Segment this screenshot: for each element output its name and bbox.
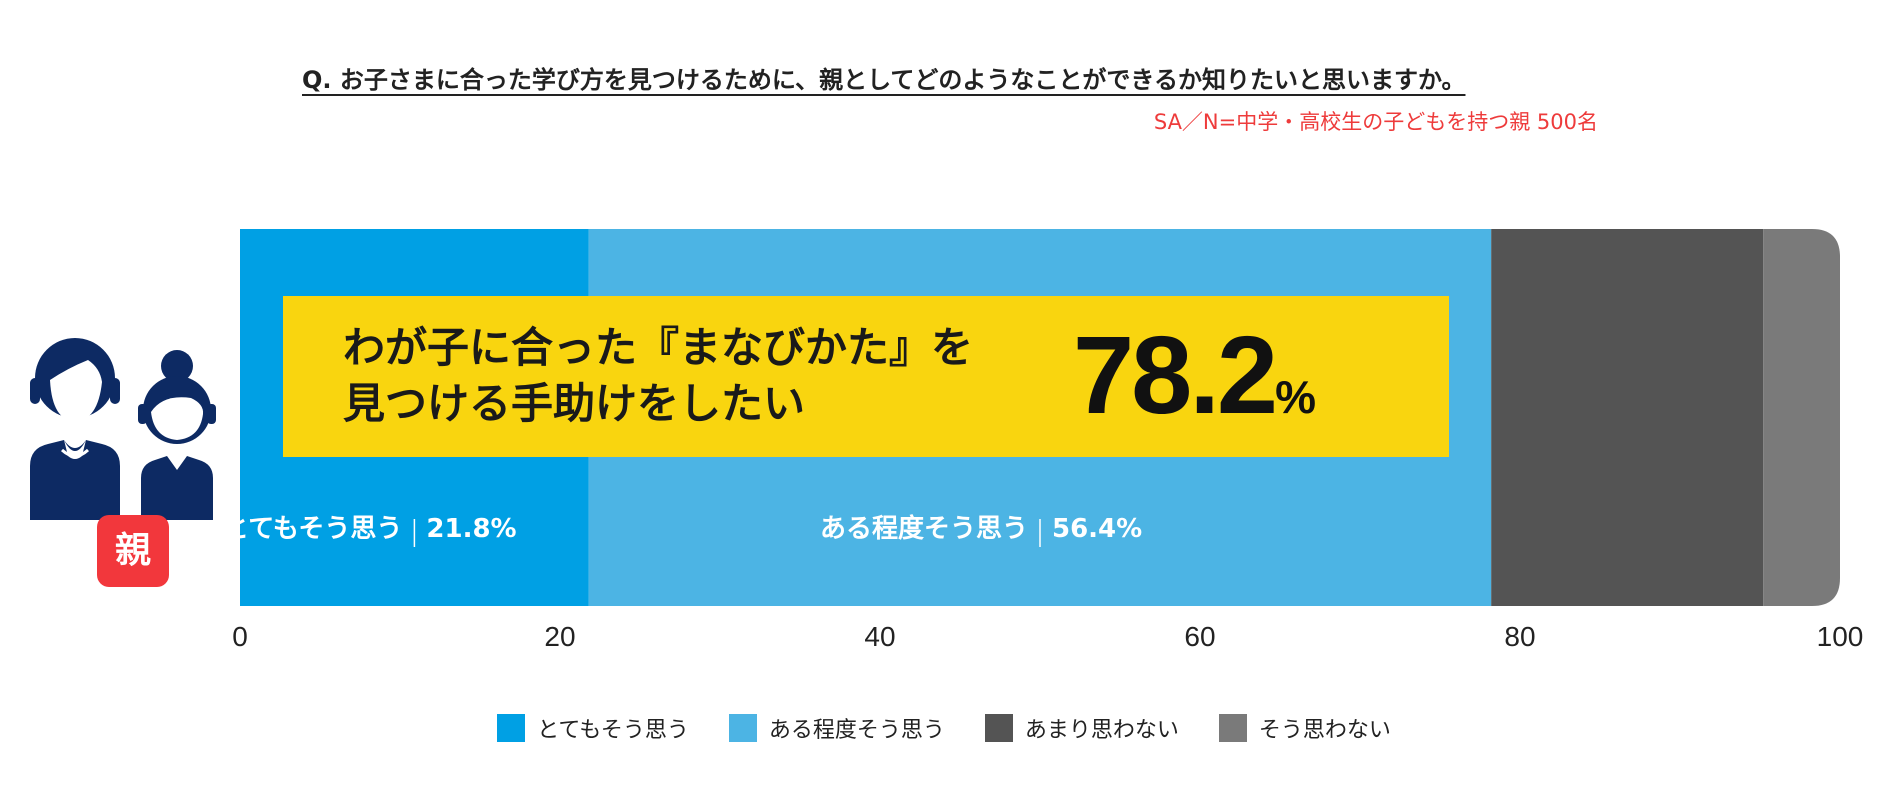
- segment-value-2: 56.4%: [1052, 514, 1142, 544]
- parents-icon: [30, 338, 216, 520]
- respondent-badge: 親: [97, 515, 169, 587]
- x-tick-label-40: 40: [864, 621, 895, 652]
- legend-item-4: そう思わない: [1218, 712, 1391, 744]
- segment-label-1: とてもそう思う: [223, 514, 402, 544]
- callout-unit: %: [1275, 371, 1316, 423]
- bar-segment-4: [1763, 229, 1840, 606]
- bar-segment-3: [1491, 229, 1764, 606]
- legend-label-1: とてもそう思う: [537, 718, 689, 743]
- legend-swatch-1: [497, 714, 526, 742]
- legend-label-2: ある程度そう思う: [768, 718, 945, 743]
- segment-label-2: ある程度そう思う: [820, 513, 1028, 544]
- legend-item-3: あまり思わない: [984, 712, 1179, 744]
- callout-text: わが子に合った『まなびかた』を 見つける手助けをしたい: [343, 320, 1063, 432]
- question-title: Q. お子さまに合った学び方を見つけるために、親としてどのようなことができるか知…: [302, 66, 1466, 94]
- callout-line-1: わが子に合った『まなびかた』を: [343, 323, 974, 372]
- legend-label-3: あまり思わない: [1024, 718, 1179, 743]
- legend-label-4: そう思わない: [1258, 718, 1391, 743]
- callout-line-2: 見つける手助けをしたい: [343, 379, 806, 428]
- highlight-callout: わが子に合った『まなびかた』を 見つける手助けをしたい 78.2%: [283, 296, 1449, 457]
- chart-legend: とてもそう思う ある程度そう思う あまり思わない そう思わない: [0, 712, 1888, 744]
- x-tick-label-20: 20: [544, 621, 575, 652]
- legend-swatch-2: [728, 714, 757, 742]
- callout-number: 78.2: [1073, 314, 1278, 437]
- legend-swatch-4: [1218, 714, 1247, 742]
- x-tick-label-60: 60: [1184, 621, 1215, 652]
- legend-swatch-3: [984, 714, 1013, 742]
- callout-value: 78.2%: [1073, 316, 1316, 457]
- legend-item-2: ある程度そう思う: [728, 712, 945, 744]
- x-tick-label-80: 80: [1504, 621, 1535, 652]
- segment-value-1: 21.8%: [426, 514, 516, 544]
- x-tick-label-0: 0: [232, 621, 248, 652]
- legend-item-1: とてもそう思う: [497, 712, 689, 744]
- x-tick-label-100: 100: [1817, 621, 1864, 652]
- sample-note: SA／N=中学・高校生の子どもを持つ親 500名: [1153, 110, 1598, 134]
